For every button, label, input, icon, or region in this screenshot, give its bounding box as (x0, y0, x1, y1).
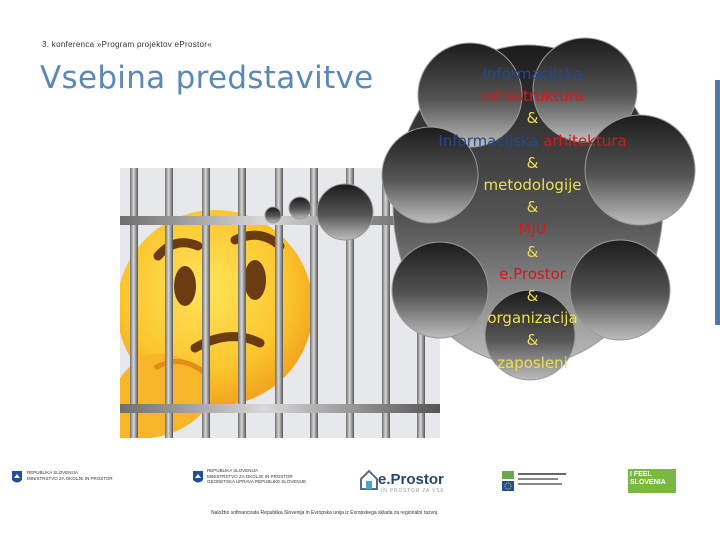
accent-bar (715, 80, 720, 325)
page-title: Vsebina predstavitve (40, 60, 374, 96)
ifeel-line2: SLOVENIA (630, 479, 666, 486)
thought-line-9: & (526, 242, 539, 261)
thought-line-1: Informacijska (482, 65, 583, 83)
gu-logo: REPUBLIKA SLOVENIJA MINISTRSTVO ZA OKOLJ… (207, 468, 306, 485)
thought-line-14: zaposleni (497, 353, 568, 372)
mop-logo-line2: MINISTRSTVO ZA OKOLJE IN PROSTOR (27, 475, 113, 481)
mop-logo-line1: REPUBLIKA SLOVENIJA (27, 470, 79, 475)
slovenia-coat-of-arms-icon (12, 471, 22, 483)
emoji-jail-image (120, 168, 440, 438)
gu-logo-line2: MINISTRSTVO ZA OKOLJE IN PROSTOR (207, 473, 293, 479)
gu-logo-line1: REPUBLIKA SLOVENIJA (207, 468, 259, 473)
thought-line-2: infrastruktura (480, 87, 585, 106)
conference-label: 3. konferenca »Program projektov eProsto… (42, 40, 213, 49)
footnote: Naložbo sofinancirata Republika Slovenij… (211, 510, 439, 516)
eprostor-logo-subtitle: IN PROSTOR ZA VSE (381, 488, 445, 494)
thought-line-4: Informacijska arhitektura (410, 130, 655, 152)
footer-logos: REPUBLIKA SLOVENIJA MINISTRSTVO ZA OKOLJ… (0, 463, 720, 503)
thought-line-13: & (526, 331, 539, 350)
ifeel-line1: I FEEL (630, 471, 652, 478)
i-feel-slovenia-logo: I FEEL SLOVENIA (628, 469, 676, 493)
thought-line-10: e.Prostor (499, 264, 566, 283)
thought-line-7: & (526, 198, 539, 217)
thought-line-11: & (526, 287, 539, 306)
eu-funds-logo (502, 471, 566, 491)
thought-line-4-part1: Informacijska (438, 131, 544, 150)
thought-line-3: & (526, 109, 539, 128)
thought-content: Informacijska infrastruktura & Informaci… (410, 63, 655, 374)
thought-line-5: & (526, 153, 539, 172)
slovenia-coat-of-arms-icon (193, 471, 203, 483)
gu-logo-line3: GEODETSKA UPRAVA REPUBLIKE SLOVENIJE (207, 479, 307, 484)
thought-line-8: MJU (518, 220, 547, 239)
eprostor-house-icon (360, 469, 378, 490)
thought-line-4-part2: arhitektura (543, 131, 627, 150)
thought-line-12: organizacija (487, 309, 578, 328)
eprostor-logo-text: e.Prostor (378, 471, 444, 488)
thought-line-6: metodologije (483, 176, 582, 195)
mop-logo: REPUBLIKA SLOVENIJA MINISTRSTVO ZA OKOLJ… (27, 470, 113, 481)
